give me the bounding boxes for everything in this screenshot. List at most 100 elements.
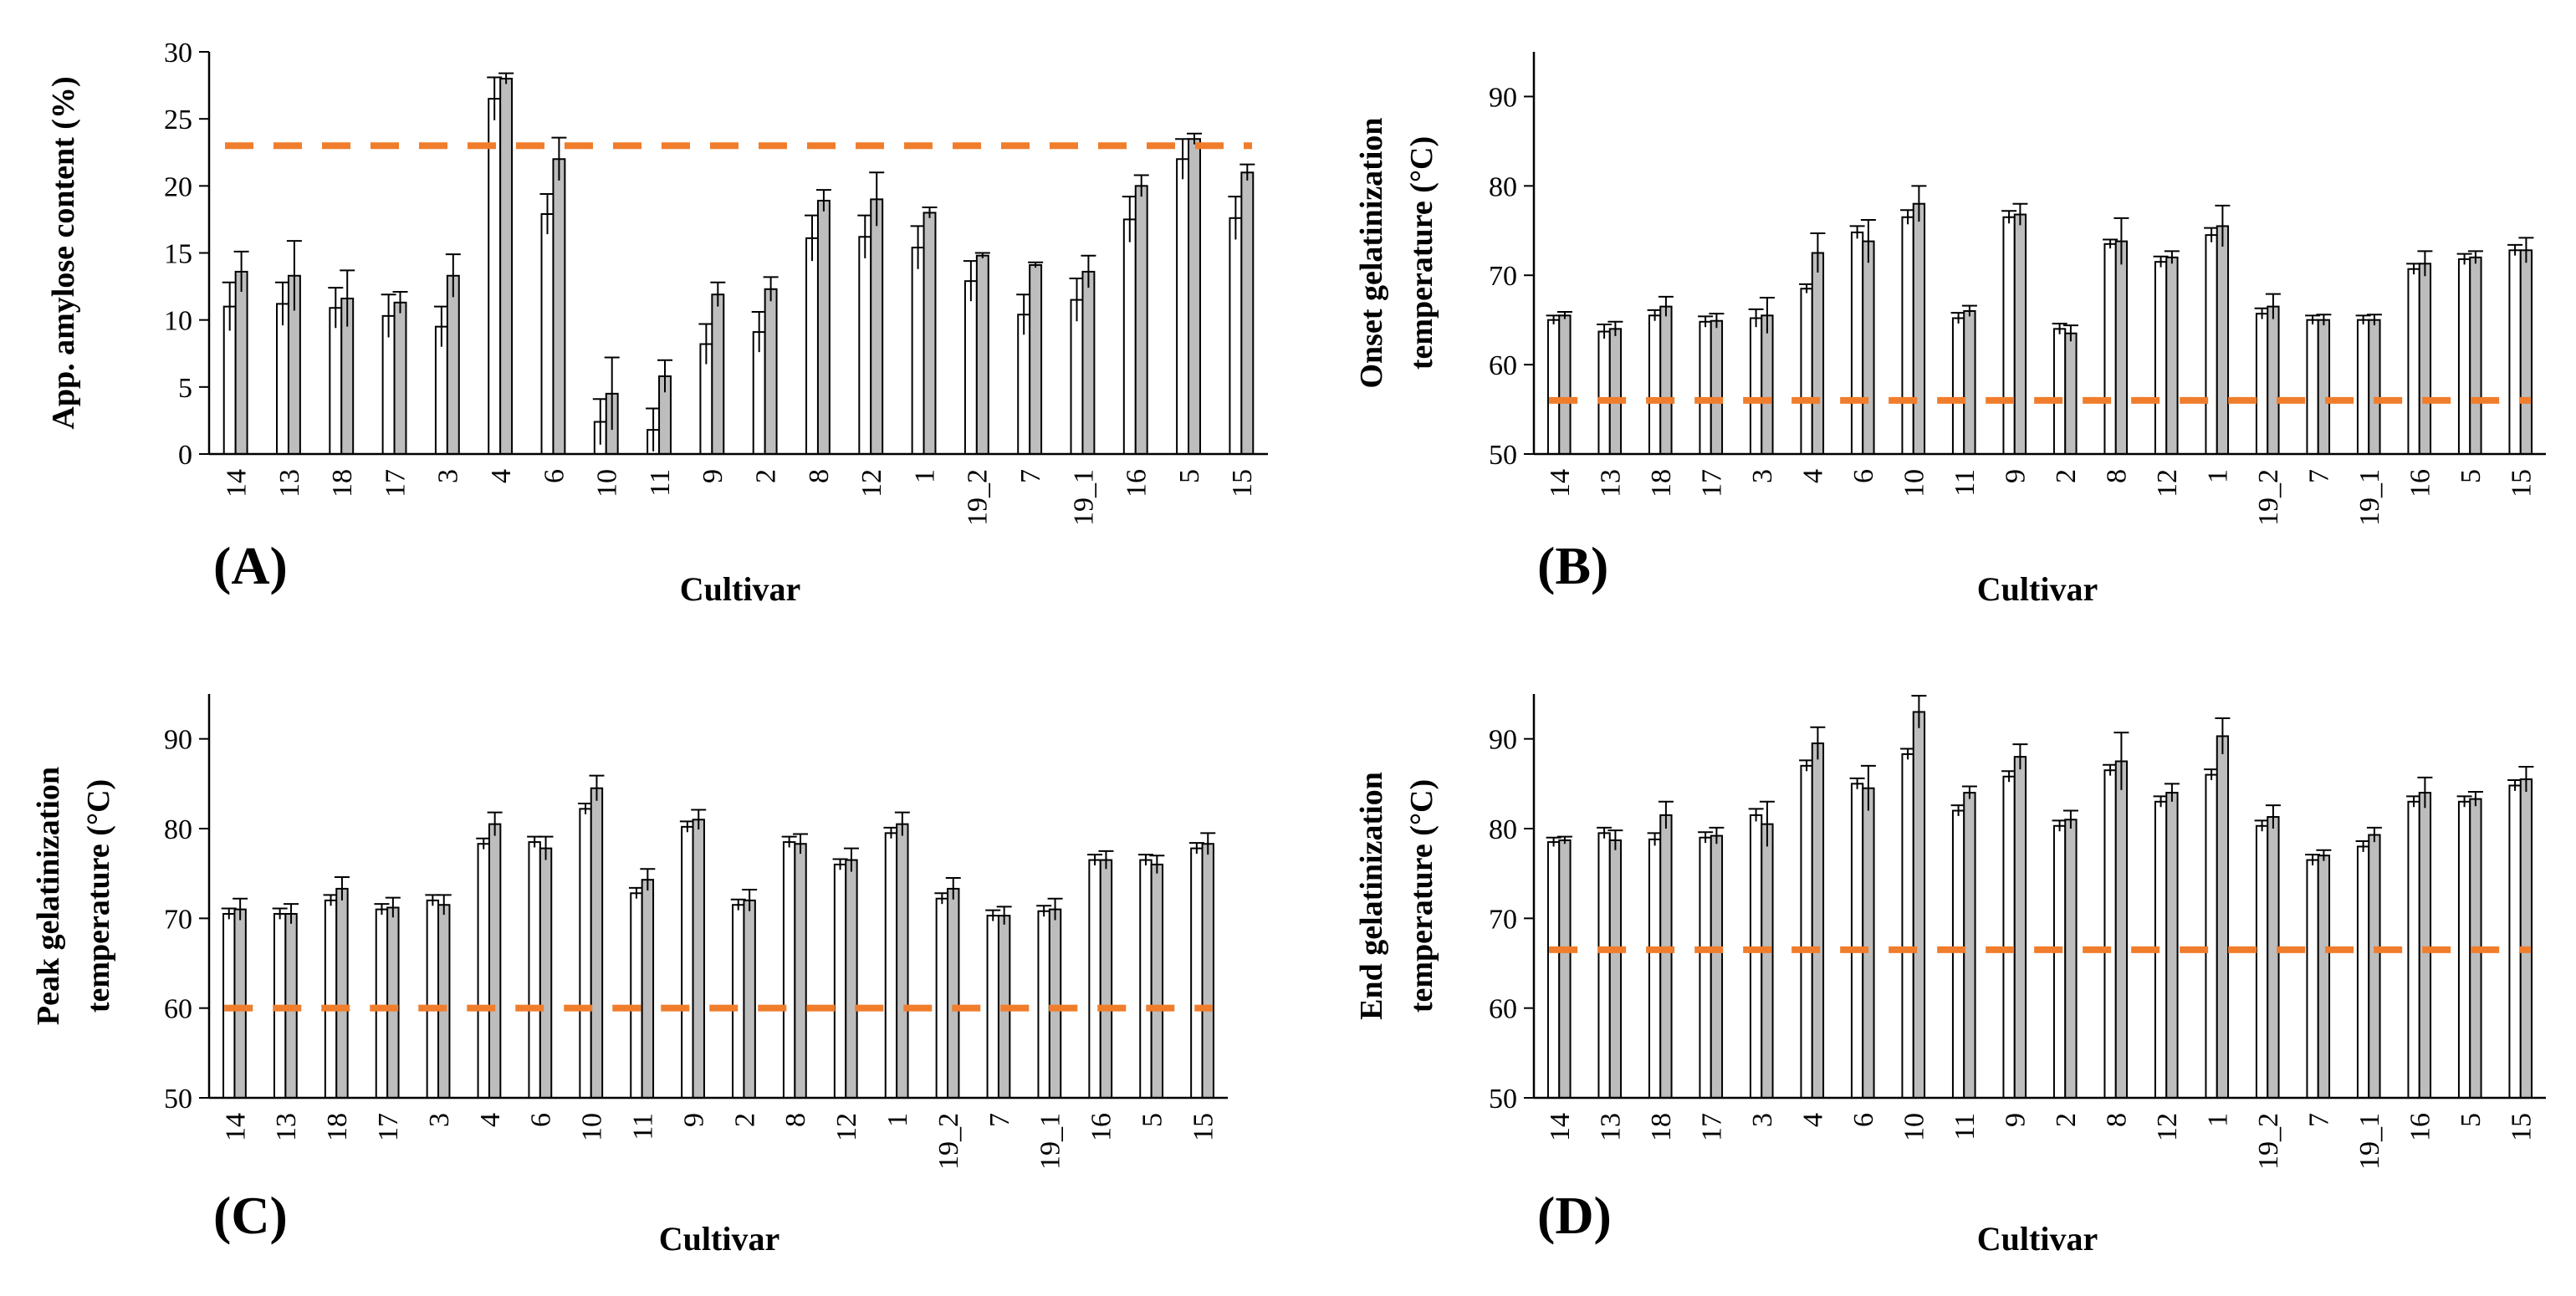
y-tick-label: 60 [1489, 994, 1517, 1025]
y-tick-label: 80 [1489, 814, 1517, 845]
x-tick-label: 6 [1848, 469, 1879, 483]
bar [2457, 258, 2471, 455]
y-axis-label: temperature (°C) [81, 779, 116, 1013]
bar [1176, 158, 1190, 455]
bar [1951, 809, 1965, 1099]
x-tick-label: 1 [882, 1113, 913, 1127]
panel-label: (C) [213, 1186, 288, 1245]
bar [1201, 843, 1214, 1099]
bar [477, 843, 490, 1099]
bar [2306, 859, 2319, 1099]
x-tick-label: 12 [856, 469, 887, 497]
bar [1608, 839, 1623, 1099]
x-tick-label: 7 [984, 1113, 1015, 1127]
bar [1648, 314, 1662, 456]
x-tick-label: 16 [1086, 1113, 1117, 1141]
panel-label: (B) [1537, 536, 1608, 595]
bar [1850, 783, 1864, 1099]
x-tick-label: 2 [729, 1113, 760, 1127]
bar [1901, 216, 1914, 455]
bar [2205, 773, 2218, 1099]
bar [2064, 332, 2078, 456]
bar [2418, 263, 2432, 455]
bar [845, 859, 858, 1099]
bar [884, 832, 898, 1099]
bar [1749, 814, 1763, 1100]
bar [1070, 298, 1084, 455]
x-tick-label: 14 [220, 1113, 251, 1141]
x-tick-label: 17 [380, 469, 411, 497]
y-tick-label: 20 [164, 171, 192, 202]
x-tick-label: 5 [1174, 469, 1205, 483]
x-tick-label: 4 [486, 469, 517, 483]
y-tick-label: 10 [164, 306, 192, 337]
bar [2165, 792, 2179, 1099]
x-tick-label: 19_1 [1068, 469, 1099, 526]
bar [2013, 756, 2027, 1100]
x-tick-label: 19_2 [963, 469, 994, 526]
y-tick-label: 80 [1489, 171, 1517, 202]
x-tick-label: 2 [2051, 469, 2082, 483]
x-tick-label: 1 [2203, 1113, 2234, 1127]
y-tick-label: 80 [164, 814, 192, 845]
x-tick-label: 12 [2152, 1113, 2183, 1141]
x-tick-label: 5 [2456, 1113, 2487, 1127]
x-tick-label: 8 [780, 1113, 811, 1127]
bar [1699, 836, 1712, 1099]
bar [764, 288, 778, 456]
bar [1659, 814, 1673, 1100]
y-axis-label: temperature (°C) [1404, 779, 1439, 1013]
bar [711, 293, 725, 455]
bar [1951, 317, 1965, 456]
x-tick-label: 13 [1596, 1113, 1627, 1141]
x-tick-label: 19_2 [2253, 1113, 2284, 1170]
bar [2508, 784, 2522, 1099]
y-tick-label: 50 [1489, 440, 1517, 471]
bar [1597, 330, 1611, 455]
x-tick-label: 3 [424, 1113, 455, 1127]
bar [2418, 792, 2432, 1099]
bar [1546, 841, 1561, 1099]
bar [528, 841, 541, 1099]
y-tick-label: 70 [1489, 261, 1517, 292]
x-axis-label: Cultivar [680, 570, 800, 608]
bar [276, 303, 289, 455]
x-tick-label: 16 [2405, 469, 2436, 497]
bar [870, 198, 884, 455]
y-tick-label: 90 [1489, 725, 1517, 756]
x-tick-label: 13 [274, 469, 305, 497]
x-tick-label: 14 [1545, 1113, 1576, 1141]
bar [446, 274, 460, 455]
x-tick-label: 17 [373, 1113, 404, 1141]
bar [1811, 742, 1825, 1099]
bar [2103, 769, 2117, 1099]
y-tick-label: 90 [164, 725, 192, 756]
x-tick-label: 1 [2203, 469, 2234, 483]
bar [963, 280, 978, 456]
bar [782, 841, 796, 1099]
bar [1659, 305, 1673, 455]
bar [2407, 800, 2420, 1099]
bar [1912, 202, 1926, 455]
y-tick-label: 70 [1489, 904, 1517, 935]
bar [2064, 819, 2078, 1099]
bar [590, 787, 604, 1099]
bar [426, 899, 440, 1100]
bar [2165, 256, 2179, 455]
bar [681, 825, 694, 1099]
x-tick-label: 19_1 [2354, 469, 2385, 526]
x-tick-label: 9 [698, 469, 728, 483]
bar [732, 904, 745, 1099]
y-tick-label: 60 [1489, 350, 1517, 381]
bar [1912, 711, 1926, 1099]
x-tick-label: 19_2 [933, 1113, 964, 1170]
x-tick-label: 15 [1188, 1113, 1219, 1141]
x-tick-label: 8 [2102, 469, 2133, 483]
y-tick-label: 30 [164, 38, 192, 69]
bar [1699, 320, 1712, 455]
x-tick-label: 16 [1122, 469, 1153, 497]
bar [1850, 231, 1864, 455]
x-tick-label: 17 [1697, 469, 1728, 497]
bar [2255, 824, 2269, 1100]
x-tick-label: 14 [1545, 469, 1576, 497]
